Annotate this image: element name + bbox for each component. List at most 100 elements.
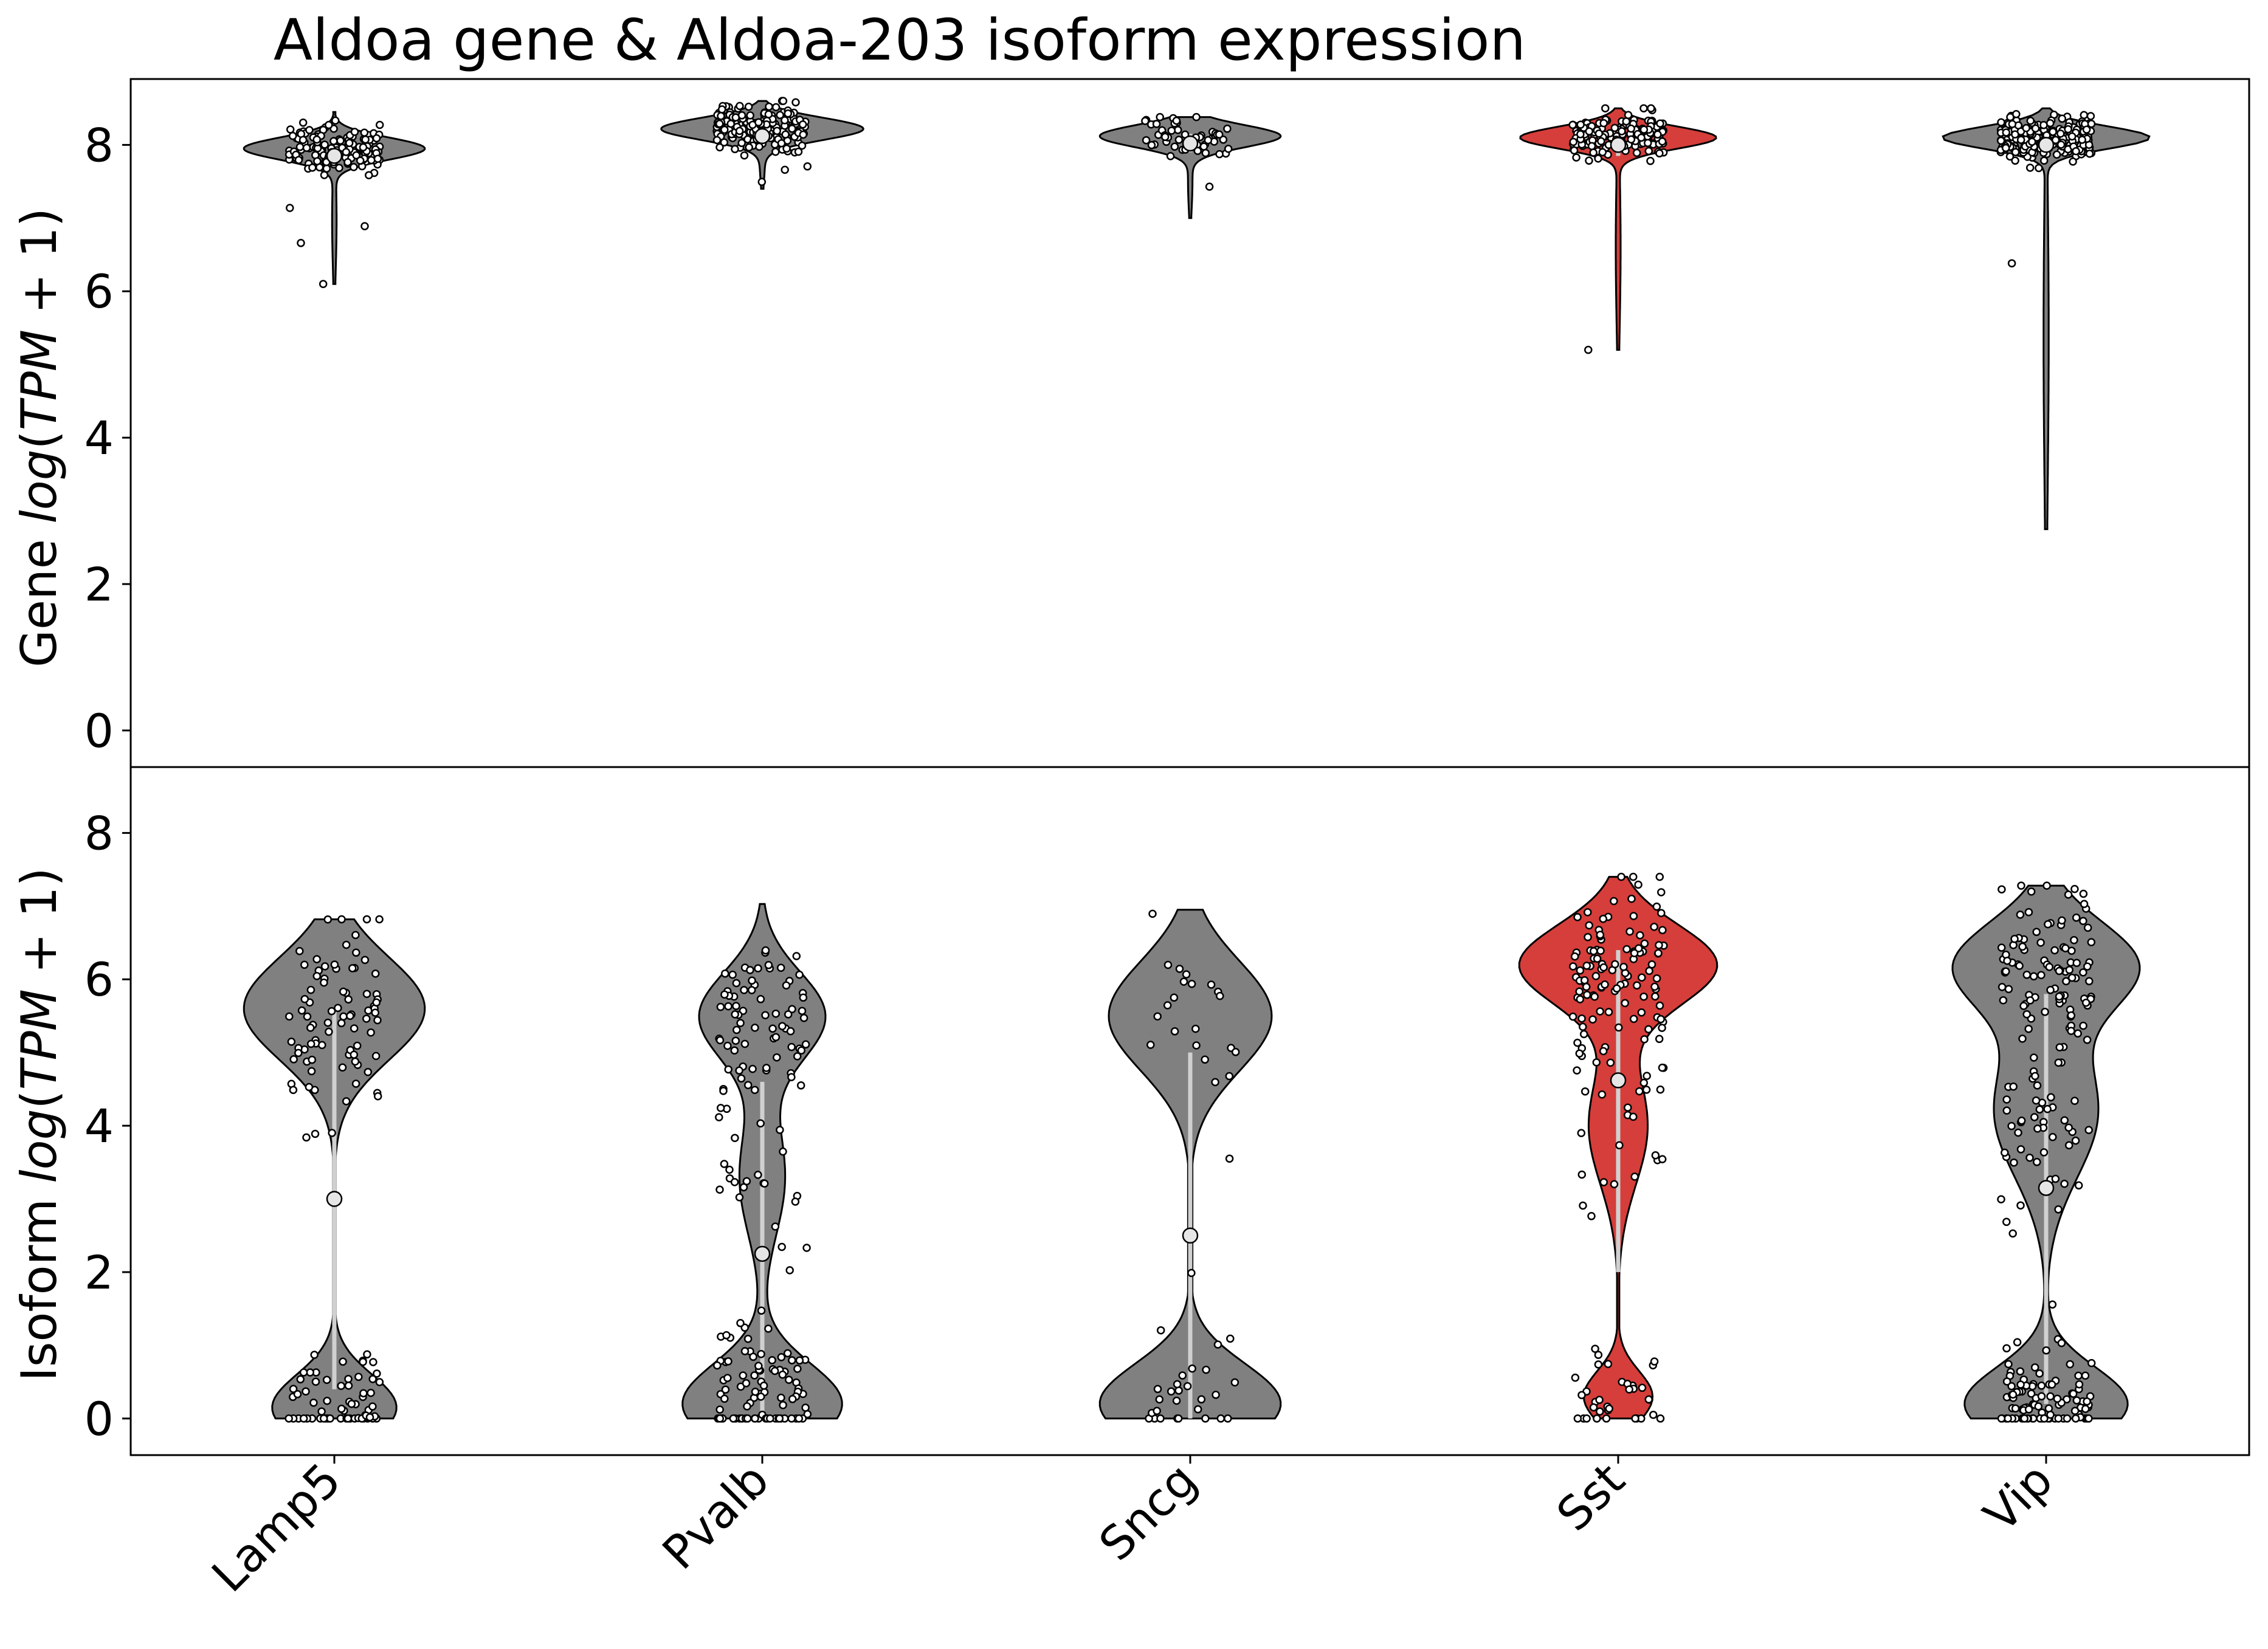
data-point — [2030, 1113, 2039, 1121]
data-point — [365, 1413, 374, 1422]
data-point — [731, 113, 740, 122]
data-point — [1152, 120, 1161, 128]
data-point — [726, 119, 736, 128]
data-point — [312, 135, 321, 144]
data-point — [343, 158, 352, 167]
data-point — [1582, 962, 1591, 970]
data-point — [330, 960, 339, 969]
x-axis: Lamp5 Pvalb Sncg Sst Vip — [201, 1453, 2063, 1602]
data-point — [1639, 1078, 1649, 1087]
data-point — [736, 1019, 745, 1027]
data-point — [2070, 1406, 2080, 1415]
data-point — [1650, 923, 1658, 931]
data-point — [737, 139, 746, 148]
data-point — [289, 1385, 298, 1393]
data-point — [1172, 116, 1181, 125]
data-point — [799, 130, 808, 139]
data-point — [305, 126, 314, 134]
data-point — [1572, 153, 1580, 162]
data-point — [2028, 137, 2036, 146]
data-point — [719, 1087, 728, 1095]
data-point — [747, 986, 756, 994]
median-marker — [1610, 1072, 1627, 1089]
data-point — [1163, 1001, 1172, 1010]
data-point — [2050, 946, 2059, 955]
data-point — [794, 147, 803, 156]
data-point — [1576, 966, 1585, 975]
data-point — [365, 171, 373, 179]
median-marker — [326, 148, 343, 164]
data-point — [1598, 1090, 1607, 1099]
data-point — [350, 163, 358, 171]
data-point — [2069, 1389, 2078, 1398]
data-point — [1573, 1038, 1582, 1047]
data-point — [792, 952, 801, 960]
data-point — [731, 1134, 739, 1142]
data-point — [1146, 1041, 1155, 1049]
data-point — [715, 1185, 724, 1194]
data-point — [284, 1414, 293, 1423]
data-point — [1197, 1395, 1206, 1404]
data-point — [721, 1385, 730, 1394]
data-point — [721, 969, 729, 978]
data-point — [781, 116, 789, 125]
data-point — [748, 1064, 757, 1073]
data-point — [795, 1356, 804, 1365]
data-point — [1156, 1414, 1165, 1423]
data-point — [748, 976, 756, 985]
data-point — [1639, 125, 1649, 134]
data-point — [1605, 1404, 1613, 1413]
data-point — [1163, 960, 1173, 969]
data-point — [1231, 1048, 1240, 1056]
data-point — [1580, 1087, 1590, 1096]
data-point — [798, 120, 807, 129]
data-point — [1997, 983, 2007, 991]
data-point — [1625, 927, 1634, 936]
data-point — [1207, 980, 1216, 989]
data-point — [1216, 1414, 1225, 1423]
data-point — [1201, 1055, 1209, 1064]
data-point — [735, 1193, 744, 1202]
data-point — [1599, 963, 1608, 972]
data-point — [2054, 1058, 2063, 1067]
data-point — [771, 1222, 780, 1231]
data-point — [2055, 966, 2064, 976]
data-point — [359, 1389, 368, 1398]
data-point — [2022, 123, 2030, 133]
data-point — [2070, 884, 2079, 893]
data-point — [797, 1046, 806, 1055]
data-point — [720, 1160, 729, 1168]
chart-title: Aldoa gene & Aldoa-203 isoform expressio… — [274, 7, 1526, 74]
data-point — [766, 1414, 774, 1423]
data-point — [1147, 141, 1156, 150]
data-point — [287, 1038, 296, 1046]
data-point — [2047, 1380, 2056, 1389]
data-point — [754, 118, 763, 127]
data-point — [2051, 1174, 2060, 1183]
data-point — [1156, 112, 1164, 122]
data-point — [1599, 119, 1608, 128]
data-point — [1597, 137, 1605, 146]
data-point — [2071, 1414, 2080, 1423]
data-point — [1647, 960, 1656, 969]
data-point — [1601, 980, 1609, 989]
data-point — [720, 990, 729, 999]
data-point — [317, 1407, 326, 1416]
data-point — [1201, 148, 1210, 157]
data-point — [793, 1052, 802, 1061]
data-point — [306, 985, 315, 994]
data-point — [362, 1014, 371, 1023]
points-sst — [1568, 872, 1668, 1423]
data-point — [297, 1006, 306, 1015]
data-point — [2016, 911, 2025, 919]
data-point — [322, 1375, 331, 1384]
data-point — [300, 960, 309, 969]
data-point — [1622, 117, 1631, 126]
data-point — [731, 1010, 739, 1019]
data-point — [360, 955, 370, 965]
data-point — [294, 156, 303, 165]
data-point — [2018, 1034, 2027, 1043]
data-point — [1585, 127, 1594, 136]
gene-y-axis-label: Gene log(TPM + 1) — [11, 208, 67, 667]
data-point — [1142, 136, 1151, 145]
